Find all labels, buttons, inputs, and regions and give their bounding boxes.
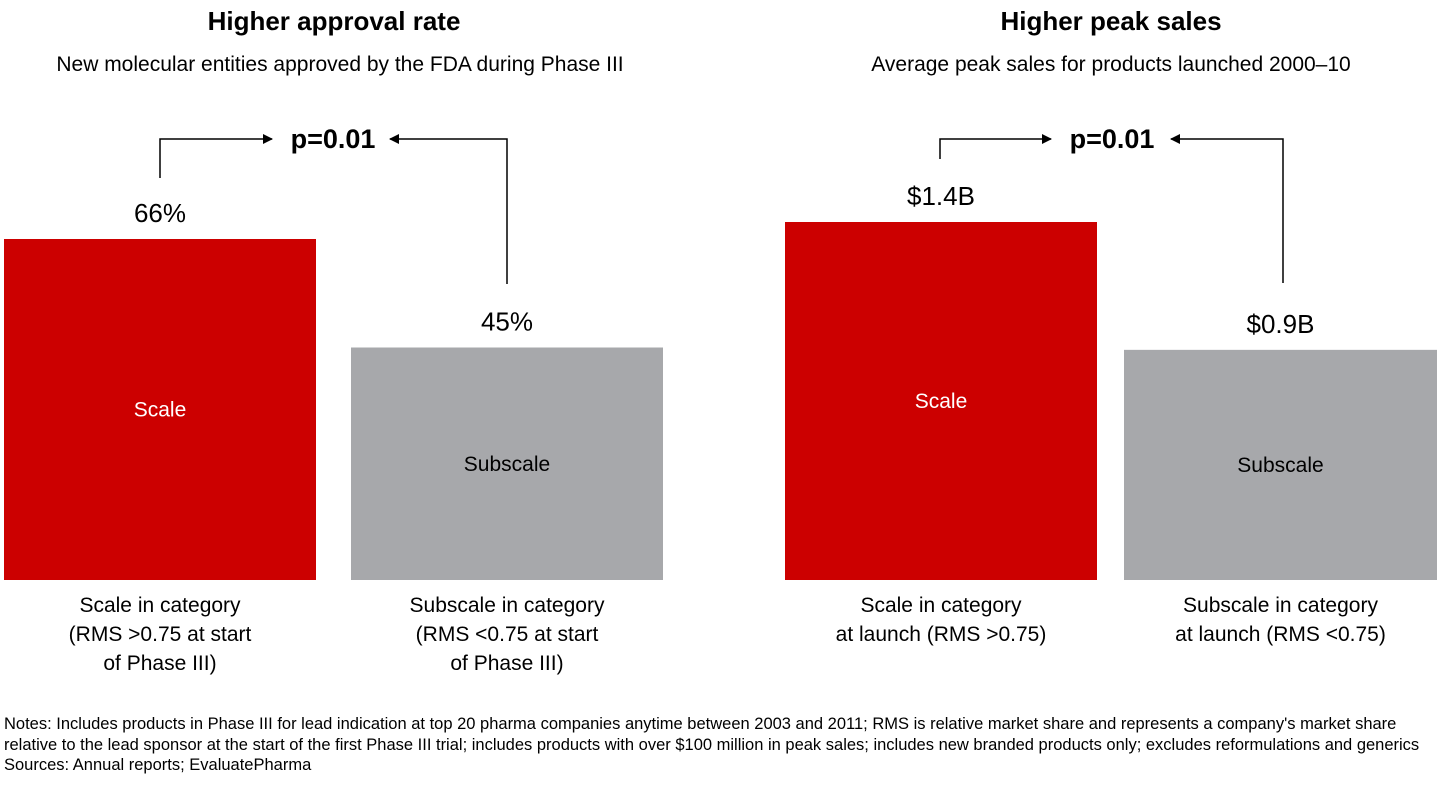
chart-2-category-subscale: Subscale in category at launch (RMS <0.7… bbox=[1175, 594, 1386, 646]
bar-subscale bbox=[1124, 349, 1437, 580]
chart-2-title: Higher peak sales bbox=[1000, 6, 1222, 36]
value-label: $1.4B bbox=[907, 181, 975, 211]
value-label: $0.9B bbox=[1247, 309, 1315, 339]
chart-1-subtitle: New molecular entities approved by the F… bbox=[56, 53, 624, 76]
sources-text: Sources: Annual reports; EvaluatePharma bbox=[4, 756, 312, 774]
chart-1-category-subscale: Subscale in category (RMS <0.75 at start… bbox=[409, 594, 605, 675]
bar-inner-label: Subscale bbox=[464, 453, 550, 476]
chart-approval-rate: Scale 66% Subscale 45% p=0.01 bbox=[4, 124, 663, 580]
chart-2-category-scale: Scale in category at launch (RMS >0.75) bbox=[835, 594, 1047, 646]
bar-inner-label: Scale bbox=[915, 390, 968, 413]
bar-inner-label: Scale bbox=[134, 399, 187, 422]
chart-peak-sales: Scale $1.4B Subscale $0.9B p=0.01 bbox=[785, 124, 1437, 580]
notes-text: Notes: Includes products in Phase III fo… bbox=[4, 715, 1420, 754]
chart-1-category-scale: Scale in category (RMS >0.75 at start of… bbox=[68, 594, 252, 675]
significance-label: p=0.01 bbox=[1070, 124, 1155, 154]
bar-scale bbox=[4, 239, 316, 580]
value-label: 66% bbox=[134, 198, 186, 228]
bracket-arrow-right bbox=[389, 134, 508, 284]
value-label: 45% bbox=[481, 307, 533, 337]
bar-inner-label: Subscale bbox=[1237, 454, 1323, 477]
bracket-arrow-right bbox=[1170, 134, 1284, 283]
bar-subscale bbox=[351, 347, 663, 580]
significance-label: p=0.01 bbox=[291, 124, 376, 154]
bracket-arrow-left bbox=[159, 134, 273, 178]
bracket-arrow-left bbox=[939, 134, 1052, 159]
footer-notes-block: Notes: Includes products in Phase III fo… bbox=[4, 714, 1424, 776]
chart-1-title: Higher approval rate bbox=[207, 6, 461, 36]
bar-scale bbox=[785, 222, 1097, 580]
chart-2-subtitle: Average peak sales for products launched… bbox=[871, 53, 1351, 76]
